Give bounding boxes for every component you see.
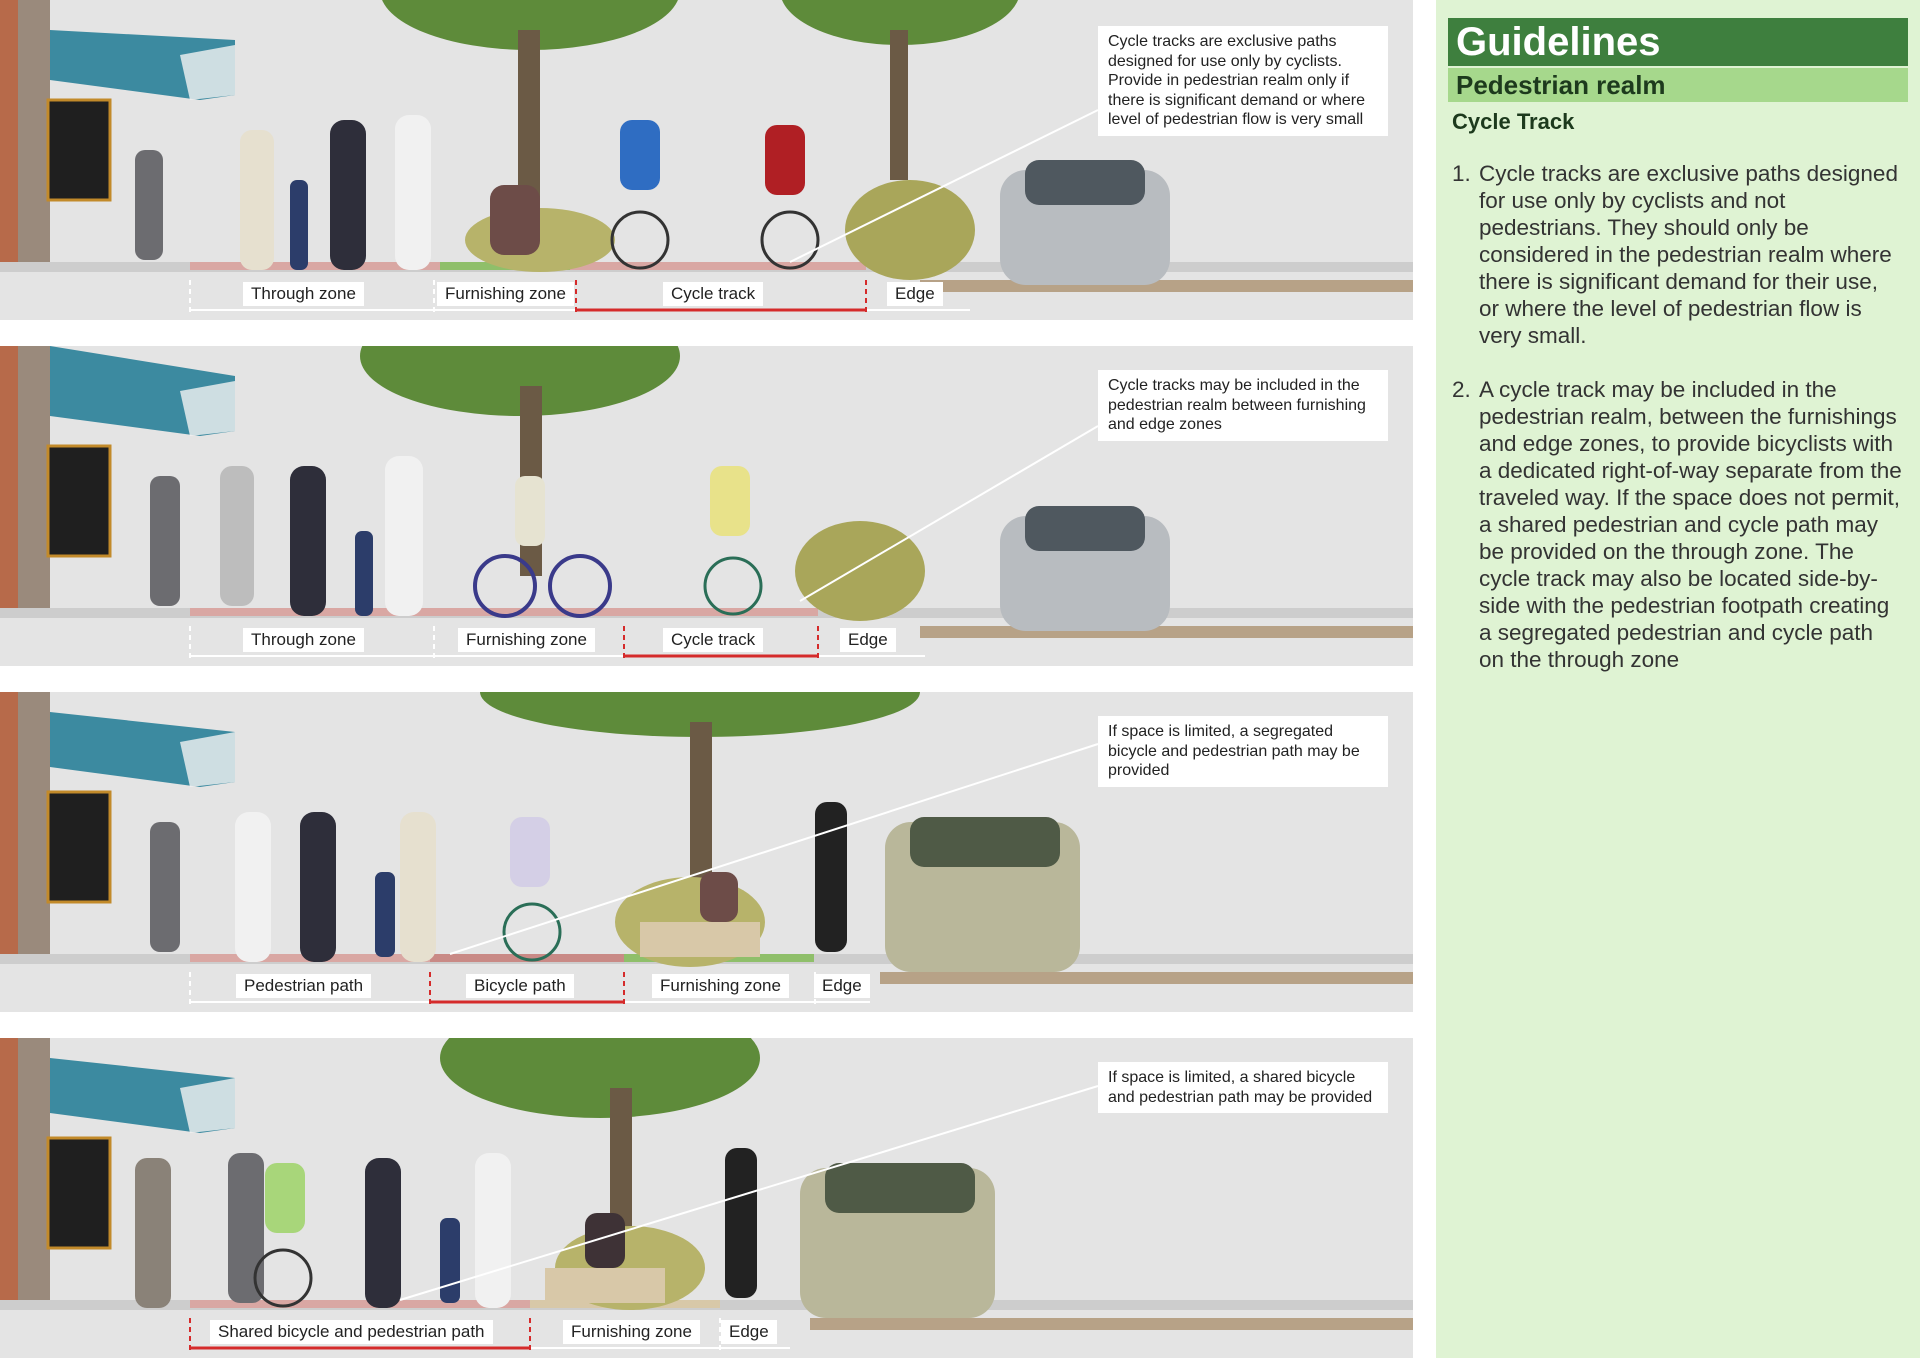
item-text: A cycle track may be included in the ped… (1479, 377, 1902, 672)
zone-label-furnishing: Furnishing zone (563, 1320, 700, 1344)
zone-label-furnishing: Furnishing zone (652, 974, 789, 998)
section-heading: Cycle Track (1452, 109, 1575, 134)
zone-label-edge: Edge (721, 1320, 777, 1344)
section-panel-4: If space is limited, a shared bicycle an… (0, 1038, 1413, 1358)
zone-label-cycle-track: Cycle track (663, 628, 764, 652)
zone-label-through: Through zone (243, 628, 364, 652)
zone-label-cycle-track: Cycle track (663, 282, 764, 306)
zone-label-bicycle-path: Bicycle path (466, 974, 574, 998)
callout-text: Cycle tracks are exclusive paths designe… (1098, 26, 1388, 136)
section-panel-2: Cycle tracks may be included in the pede… (0, 346, 1413, 666)
section-panel-1: Cycle tracks are exclusive paths designe… (0, 0, 1413, 320)
guideline-item: 1. Cycle tracks are exclusive paths desi… (1452, 160, 1902, 349)
street-illustration (0, 692, 1413, 1008)
street-illustration (0, 0, 1413, 316)
sidebar-subtitle: Pedestrian realm (1448, 68, 1908, 102)
sidebar-title: Guidelines (1448, 18, 1908, 66)
zone-label-furnishing: Furnishing zone (458, 628, 595, 652)
guidelines-sidebar: Guidelines Pedestrian realm Cycle Track … (1436, 0, 1920, 1358)
callout-text: If space is limited, a shared bicycle an… (1098, 1062, 1388, 1113)
item-number: 2. (1452, 377, 1471, 402)
zone-label-shared-path: Shared bicycle and pedestrian path (210, 1320, 493, 1344)
zone-label-edge: Edge (887, 282, 943, 306)
zone-label-through: Through zone (243, 282, 364, 306)
guideline-item: 2. A cycle track may be included in the … (1452, 376, 1902, 673)
zone-label-furnishing: Furnishing zone (437, 282, 574, 306)
street-illustration (0, 346, 1413, 662)
zone-label-pedestrian-path: Pedestrian path (236, 974, 372, 998)
callout-text: If space is limited, a segregated bicycl… (1098, 716, 1388, 787)
zone-label-edge: Edge (840, 628, 896, 652)
guideline-list: 1. Cycle tracks are exclusive paths desi… (1452, 160, 1902, 700)
street-illustration (0, 1038, 1413, 1354)
zone-label-edge: Edge (814, 974, 870, 998)
item-number: 1. (1452, 161, 1471, 186)
section-panel-3: If space is limited, a segregated bicycl… (0, 692, 1413, 1012)
item-text: Cycle tracks are exclusive paths designe… (1479, 161, 1898, 348)
callout-text: Cycle tracks may be included in the pede… (1098, 370, 1388, 441)
